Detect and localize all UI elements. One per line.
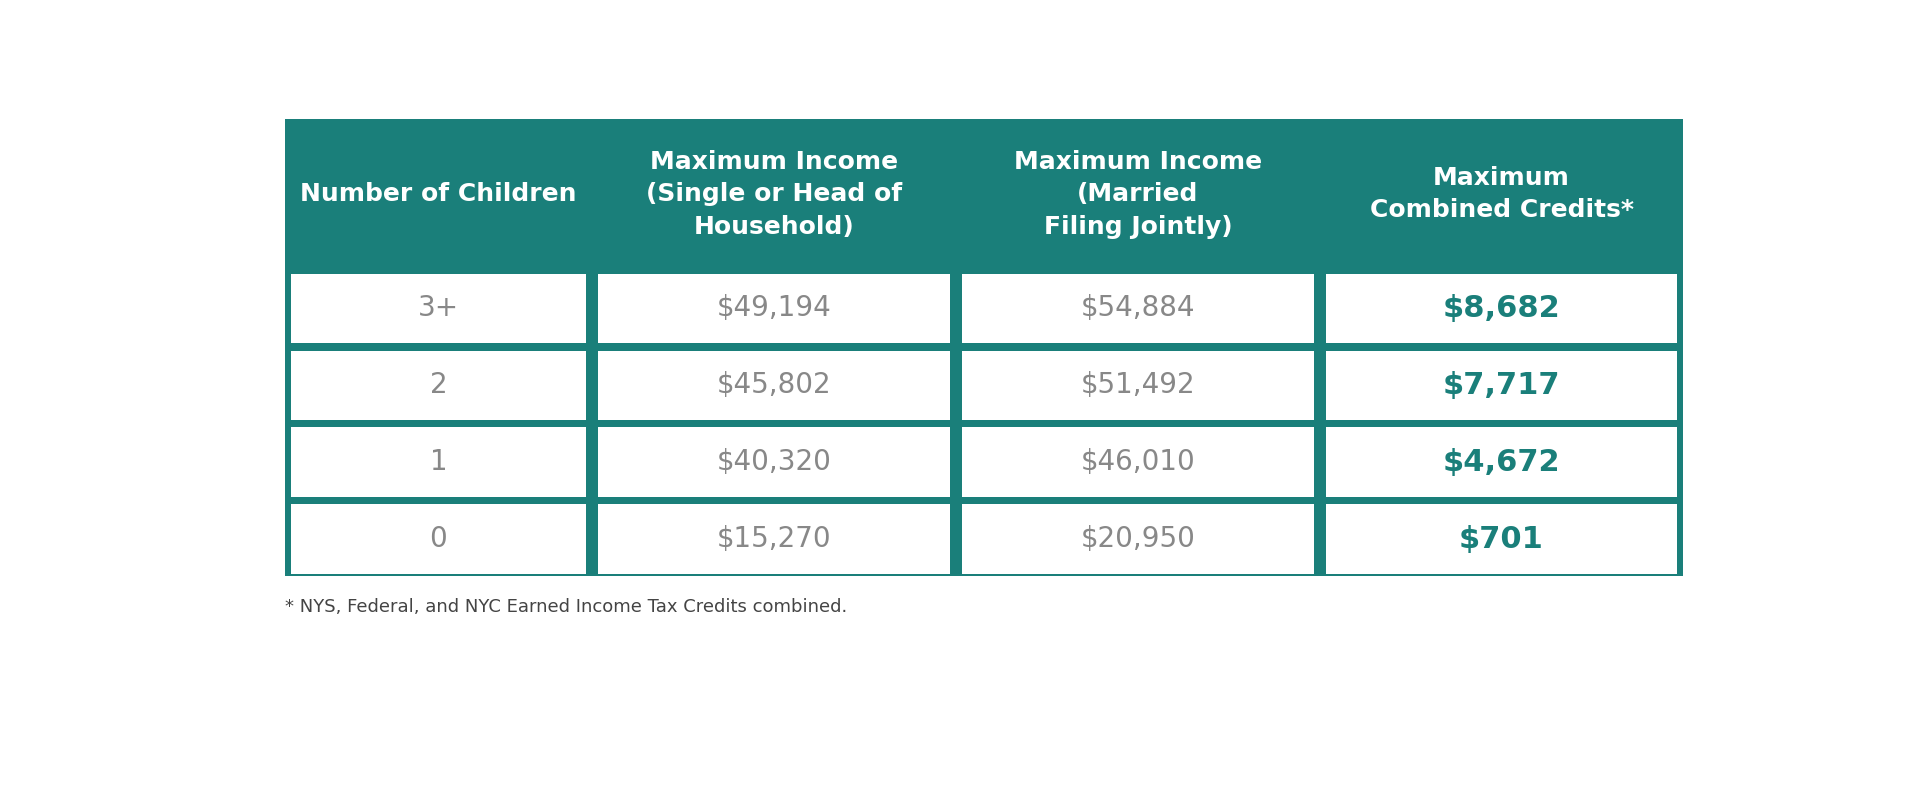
Text: Maximum Income
(Single or Head of
Household): Maximum Income (Single or Head of Househ… [647,150,902,238]
FancyBboxPatch shape [599,428,950,497]
FancyBboxPatch shape [962,351,1313,420]
FancyBboxPatch shape [599,274,950,343]
Text: $701: $701 [1459,524,1544,554]
Text: $40,320: $40,320 [716,448,831,476]
Text: $45,802: $45,802 [716,371,831,399]
Text: $7,717: $7,717 [1442,371,1561,400]
Text: 1: 1 [430,448,447,476]
FancyBboxPatch shape [962,505,1313,573]
FancyBboxPatch shape [1325,274,1678,343]
FancyBboxPatch shape [290,505,586,573]
FancyBboxPatch shape [962,274,1313,343]
Text: 3+: 3+ [419,295,459,322]
FancyBboxPatch shape [1325,351,1678,420]
Text: 0: 0 [430,525,447,553]
Text: 2: 2 [430,371,447,399]
FancyBboxPatch shape [1325,428,1678,497]
Text: $54,884: $54,884 [1081,295,1194,322]
FancyBboxPatch shape [290,428,586,497]
FancyBboxPatch shape [599,505,950,573]
Text: * NYS, Federal, and NYC Earned Income Tax Credits combined.: * NYS, Federal, and NYC Earned Income Ta… [284,597,847,615]
Text: Number of Children: Number of Children [300,182,576,206]
Text: $15,270: $15,270 [716,525,831,553]
FancyBboxPatch shape [599,351,950,420]
Text: $8,682: $8,682 [1442,294,1561,323]
FancyBboxPatch shape [1325,505,1678,573]
FancyBboxPatch shape [290,274,586,343]
Text: $4,672: $4,672 [1442,447,1561,477]
Text: $20,950: $20,950 [1081,525,1196,553]
FancyBboxPatch shape [290,351,586,420]
Text: Maximum
Combined Credits*: Maximum Combined Credits* [1369,166,1634,223]
Text: $46,010: $46,010 [1081,448,1196,476]
Text: $51,492: $51,492 [1081,371,1194,399]
FancyBboxPatch shape [962,428,1313,497]
Text: $49,194: $49,194 [716,295,831,322]
FancyBboxPatch shape [284,120,1684,577]
Text: Maximum Income
(Married
Filing Jointly): Maximum Income (Married Filing Jointly) [1014,150,1261,238]
